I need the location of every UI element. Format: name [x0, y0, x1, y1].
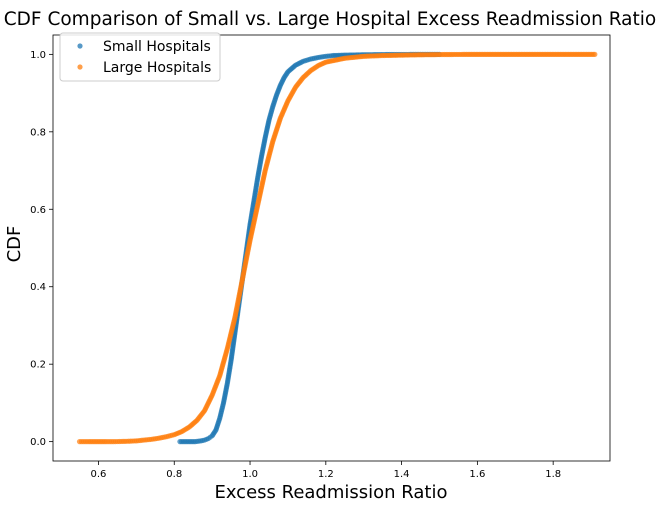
y-tick-label: 0.6	[30, 205, 46, 216]
y-tick-label: 1.0	[30, 50, 46, 61]
legend-box	[59, 32, 221, 82]
y-tick-label: 0.2	[30, 360, 46, 371]
y-axis-label: CDF	[4, 226, 25, 263]
x-axis-label: Excess Readmission Ratio	[214, 482, 447, 503]
x-axis: 0.6 0.8 1.0 1.2 1.4 1.6 1.8	[91, 461, 561, 480]
legend-marker-large	[77, 64, 83, 70]
legend-marker-small	[77, 43, 83, 49]
x-tick-label: 1.6	[469, 469, 485, 480]
x-tick-label: 0.6	[91, 469, 107, 480]
x-tick-label: 1.4	[394, 469, 410, 480]
y-axis: 0.0 0.2 0.4 0.6 0.8 1.0	[30, 50, 53, 448]
x-tick-label: 1.0	[242, 469, 258, 480]
legend: Small Hospitals Large Hospitals	[59, 32, 221, 82]
x-tick-label: 0.8	[166, 469, 182, 480]
y-tick-label: 0.0	[30, 437, 46, 448]
x-tick-label: 1.2	[318, 469, 334, 480]
y-tick-label: 0.4	[30, 282, 46, 293]
plot-points	[76, 51, 598, 445]
x-tick-label: 1.8	[545, 469, 561, 480]
legend-label-small: Small Hospitals	[103, 39, 211, 55]
data-point	[592, 51, 598, 57]
chart-title: CDF Comparison of Small vs. Large Hospit…	[4, 9, 656, 30]
plot-frame	[52, 34, 611, 462]
y-tick-label: 0.8	[30, 127, 46, 138]
legend-label-large: Large Hospitals	[103, 60, 211, 76]
series-large-hospitals	[76, 51, 598, 445]
